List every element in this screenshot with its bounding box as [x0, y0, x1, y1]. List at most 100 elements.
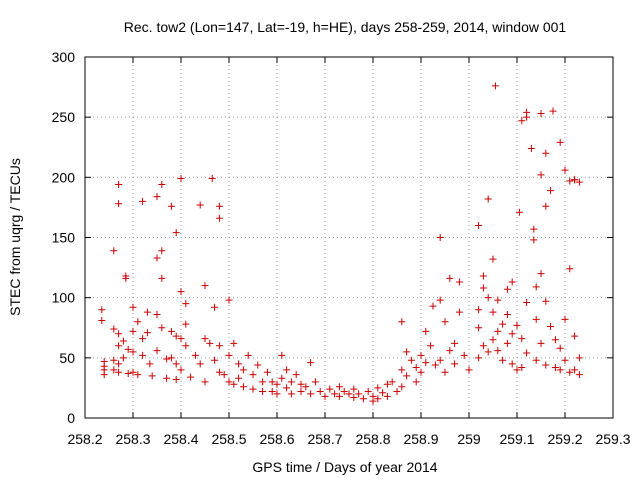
data-point — [182, 320, 190, 328]
data-point — [292, 371, 300, 379]
data-point — [268, 388, 276, 396]
data-point — [398, 318, 406, 326]
data-point — [561, 166, 569, 174]
data-point — [196, 360, 204, 368]
data-point — [230, 339, 238, 347]
data-point — [215, 342, 223, 350]
x-tick-label: 259.3 — [595, 431, 630, 447]
data-point — [163, 374, 171, 382]
x-tick-label: 258.8 — [355, 431, 390, 447]
data-point — [436, 296, 444, 304]
data-point — [513, 366, 521, 374]
data-point — [215, 368, 223, 376]
data-point — [475, 324, 483, 332]
x-tick-label: 258.2 — [67, 431, 102, 447]
data-point — [182, 342, 190, 350]
data-point — [129, 368, 137, 376]
data-point — [172, 360, 180, 368]
data-point — [263, 368, 271, 376]
data-point — [422, 327, 430, 335]
data-point — [518, 117, 526, 125]
data-point — [115, 368, 123, 376]
data-point — [388, 378, 396, 386]
data-point — [537, 339, 545, 347]
data-point — [532, 315, 540, 323]
data-point — [427, 342, 435, 350]
data-point — [235, 374, 243, 382]
data-point — [249, 385, 257, 393]
data-point — [374, 384, 382, 392]
data-point — [287, 378, 295, 386]
data-point — [575, 371, 583, 379]
data-point — [566, 177, 574, 185]
data-point — [139, 197, 147, 205]
data-point — [513, 321, 521, 329]
data-point — [98, 306, 106, 314]
data-point — [398, 383, 406, 391]
data-point — [575, 354, 583, 362]
data-point — [359, 395, 367, 403]
data-point — [508, 330, 516, 338]
data-point — [177, 288, 185, 296]
data-point — [551, 336, 559, 344]
x-tick-label: 258.3 — [115, 431, 150, 447]
data-point — [110, 325, 118, 333]
axis-ticks: 0 50 100 150 200 250 300 258.2 258.3 258.4 258.5 25… — [52, 49, 631, 447]
data-point — [383, 380, 391, 388]
data-point — [307, 390, 315, 398]
data-points — [98, 82, 583, 405]
data-point — [302, 383, 310, 391]
data-point — [122, 274, 130, 282]
data-point — [163, 355, 171, 363]
data-point — [503, 311, 511, 319]
data-point — [187, 373, 195, 381]
data-point — [311, 378, 319, 386]
data-point — [139, 351, 147, 359]
data-point — [508, 278, 516, 286]
data-point — [167, 327, 175, 335]
data-point — [403, 372, 411, 380]
data-point — [278, 374, 286, 382]
data-point — [571, 366, 579, 374]
data-point — [417, 351, 425, 359]
data-point — [451, 339, 459, 347]
data-point — [124, 345, 132, 353]
data-point — [494, 296, 502, 304]
data-point — [455, 308, 463, 316]
data-point — [153, 193, 161, 201]
data-point — [115, 330, 123, 338]
x-tick-label: 259 — [457, 431, 481, 447]
data-point — [417, 368, 425, 376]
data-point — [429, 302, 437, 310]
data-point — [491, 82, 499, 90]
data-point — [208, 175, 216, 183]
data-point — [110, 366, 118, 374]
data-point — [297, 388, 305, 396]
data-point — [177, 335, 185, 343]
data-point — [158, 324, 166, 332]
data-point — [489, 336, 497, 344]
data-point — [566, 368, 574, 376]
x-axis-label: GPS time / Days of year 2014 — [252, 459, 437, 475]
data-point — [297, 380, 305, 388]
data-point — [115, 181, 123, 189]
data-point — [268, 378, 276, 386]
data-point — [455, 278, 463, 286]
data-point — [479, 284, 487, 292]
data-point — [239, 383, 247, 391]
data-point — [153, 311, 161, 319]
data-point — [211, 356, 219, 364]
data-point — [503, 339, 511, 347]
data-point — [335, 392, 343, 400]
data-point — [364, 388, 372, 396]
data-point — [153, 347, 161, 355]
data-point — [98, 317, 106, 325]
data-point — [215, 214, 223, 222]
data-point — [561, 315, 569, 323]
data-point — [316, 388, 324, 396]
data-point — [201, 378, 209, 386]
data-point — [494, 347, 502, 355]
data-point — [556, 138, 564, 146]
data-point — [167, 354, 175, 362]
data-point — [350, 385, 358, 393]
